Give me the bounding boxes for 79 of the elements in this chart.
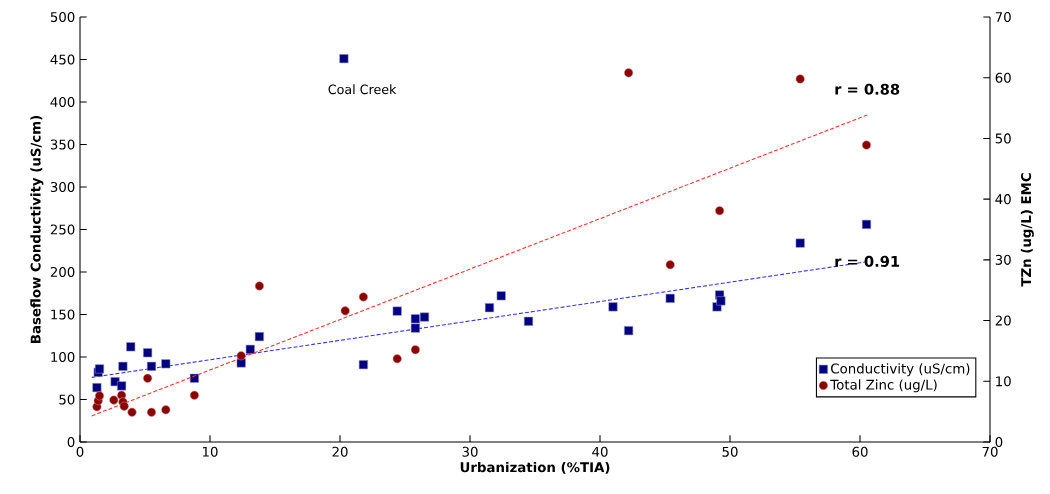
point — [146, 361, 157, 371]
x-tick-label: 30 — [462, 446, 478, 457]
point — [236, 358, 246, 368]
point — [392, 306, 402, 316]
point — [410, 314, 420, 324]
point — [143, 348, 153, 358]
point — [254, 281, 264, 291]
point — [119, 401, 129, 411]
x-tick-label: 40 — [592, 446, 608, 457]
point — [665, 260, 675, 270]
point — [795, 74, 805, 84]
y-tick-label: 200 — [50, 266, 75, 278]
point — [126, 342, 136, 352]
x-tick-label: 20 — [332, 446, 348, 457]
point — [715, 206, 725, 216]
point — [94, 391, 105, 401]
y2-tick-label: 30 — [995, 254, 1011, 265]
y-tick-label: 450 — [50, 54, 75, 65]
point — [254, 332, 264, 342]
point — [624, 326, 634, 336]
y-tick-label: 500 — [50, 11, 75, 23]
point — [608, 302, 618, 312]
point — [358, 360, 368, 370]
y2-tick-label: 20 — [995, 315, 1011, 326]
annotation: r = 0.88 — [835, 83, 900, 95]
point — [358, 292, 368, 302]
y-axis-title: Baseflow Conductivity (uS/cm) — [30, 115, 44, 343]
legend-label: Conductivity (uS/cm) — [831, 363, 970, 377]
point — [236, 351, 246, 361]
point — [861, 219, 872, 229]
y2-tick-label: 70 — [995, 11, 1011, 23]
point — [624, 68, 634, 78]
point — [496, 291, 506, 301]
point — [410, 345, 420, 355]
y2-tick-label: 10 — [996, 376, 1011, 387]
point — [146, 407, 157, 417]
point — [410, 323, 420, 333]
annotation: r = 0.91 — [835, 255, 900, 267]
point — [143, 373, 153, 383]
point — [340, 306, 350, 316]
point — [484, 303, 495, 313]
y-tick-label: 150 — [51, 309, 75, 320]
point — [109, 395, 119, 405]
point — [118, 361, 128, 371]
point — [861, 140, 872, 150]
y-tick-label: 250 — [50, 224, 75, 235]
point — [127, 407, 137, 417]
y2-tick-label: 50 — [995, 133, 1011, 144]
point — [161, 405, 171, 415]
y-tick-label: 0 — [67, 436, 75, 448]
x-tick-label: 10 — [202, 446, 218, 457]
x-tick-label: 0 — [76, 446, 84, 457]
point — [392, 354, 402, 364]
point — [161, 359, 171, 369]
x-tick-label: 60 — [852, 446, 868, 457]
point — [665, 293, 675, 303]
point — [92, 383, 102, 393]
y-tick-label: 100 — [51, 351, 75, 363]
point — [716, 296, 726, 306]
point — [523, 316, 534, 326]
y-tick-label: 350 — [50, 139, 75, 150]
point — [339, 54, 349, 64]
x-tick-label: 70 — [982, 446, 998, 457]
annotation: Coal Creek — [328, 84, 397, 95]
y2-tick-label: 40 — [995, 194, 1011, 205]
x-axis-title: Urbanization (%TIA) — [460, 461, 610, 474]
y-tick-label: 50 — [59, 394, 75, 405]
y-tick-label: 400 — [50, 96, 75, 108]
point — [419, 312, 430, 322]
y2-tick-label: 60 — [995, 72, 1011, 83]
point — [245, 344, 255, 354]
y2-axis-title: TZn (ug/L) EMC — [1020, 173, 1034, 287]
legend-label: Total Zinc (ug/L) — [830, 379, 937, 393]
point — [117, 381, 127, 391]
point — [189, 390, 199, 400]
point — [795, 238, 805, 248]
y2-tick-label: 0 — [995, 436, 1003, 448]
x-tick-label: 50 — [722, 446, 738, 457]
y-tick-label: 300 — [50, 181, 75, 193]
